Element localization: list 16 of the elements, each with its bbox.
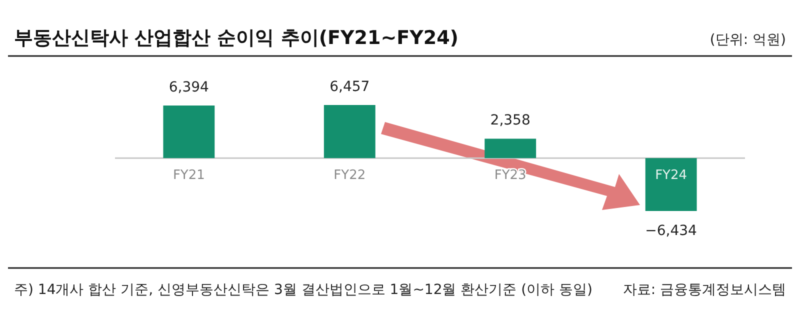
data-label: 6,394 — [168, 80, 210, 96]
x-tick-label: FY24 — [655, 168, 688, 184]
chart-title: 부동산신탁사 산업합산 순이익 추이(FY21~FY24) — [14, 27, 458, 49]
text: (단위: 억원) — [710, 32, 786, 48]
bar — [645, 158, 697, 211]
data-label: 6,457 — [330, 79, 370, 95]
x-tick-label: FY23 — [494, 168, 526, 184]
data-label: −6,434 — [645, 223, 698, 239]
bar — [163, 106, 215, 158]
x-tick-label: FY22 — [334, 168, 366, 184]
text: 주) 14개사 합산 기준, 신영부동산신탁은 3월 결산법인으로 1월~12월 환산기준 (이하 동일) — [14, 282, 593, 298]
bar — [324, 105, 376, 158]
text: 자료: 금융통계정보시스템 — [622, 282, 786, 298]
x-tick-label: FY21 — [172, 168, 205, 184]
bar — [484, 138, 536, 158]
data-label: 2,358 — [490, 112, 530, 129]
